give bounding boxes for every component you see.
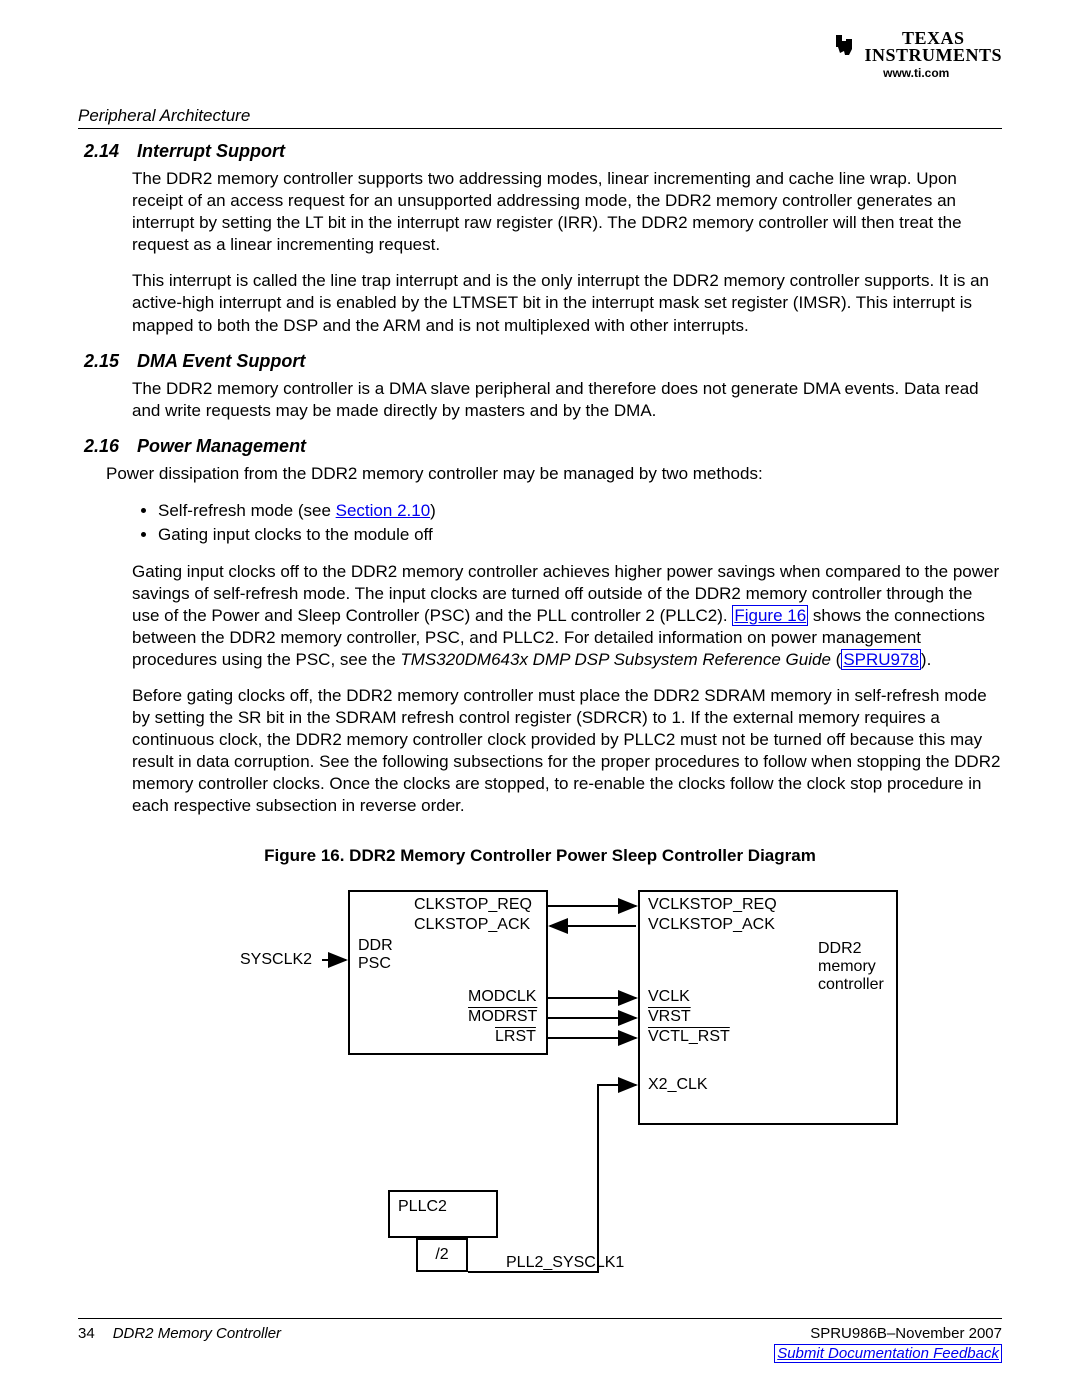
ti-star-icon: [830, 33, 860, 64]
section-title-text: DMA Event Support: [137, 351, 305, 371]
page-number: 34: [78, 1325, 95, 1363]
section-title-text: Interrupt Support: [137, 141, 285, 161]
s216-p2: Gating input clocks off to the DDR2 memo…: [132, 561, 1002, 671]
s214-p1: The DDR2 memory controller supports two …: [132, 168, 1002, 256]
section-title-text: Power Management: [137, 436, 306, 456]
link-spru978[interactable]: SPRU978: [841, 649, 921, 670]
label-ddr2-1: DDR2: [818, 940, 862, 958]
link-figure-16[interactable]: Figure 16: [732, 605, 808, 626]
p2c: (: [831, 650, 841, 669]
p2d: ).: [921, 650, 931, 669]
doc-code-date: SPRU986B–November 2007: [774, 1325, 1002, 1342]
logo-url: www.ti.com: [830, 66, 1002, 80]
label-ddr2-3: controller: [818, 976, 884, 994]
footer-rule: [78, 1318, 1002, 1319]
label-pllc2: PLLC2: [398, 1198, 447, 1216]
s216-bullets: Self-refresh mode (see Section 2.10) Gat…: [138, 499, 1002, 547]
label-pll2-sysclk1: PLL2_SYSCLK1: [506, 1254, 624, 1272]
link-section-2-10[interactable]: Section 2.10: [336, 501, 431, 520]
div2-box: /2: [416, 1238, 468, 1272]
label-vclkstop-req: VCLKSTOP_REQ: [648, 896, 777, 914]
section-2-16-title: 2.16 Power Management: [78, 436, 1002, 457]
bullet-1: Self-refresh mode (see Section 2.10): [158, 499, 1002, 523]
section-number: 2.14: [84, 141, 132, 162]
ti-logo: TEXAS INSTRUMENTS www.ti.com: [830, 30, 1002, 80]
bullet-2: Gating input clocks to the module off: [158, 523, 1002, 547]
label-lrst: LRST: [495, 1028, 536, 1046]
bullet-1b: ): [430, 501, 436, 520]
figure-16-title: Figure 16. DDR2 Memory Controller Power …: [78, 846, 1002, 866]
label-vrst: VRST: [648, 1008, 691, 1026]
figure-16-diagram: /2 SYSCLK2 DDR PSC CLKSTOP_REQ CLKSTOP_A…: [258, 880, 898, 1300]
s216-p3: Before gating clocks off, the DDR2 memor…: [132, 685, 1002, 818]
link-submit-feedback[interactable]: Submit Documentation Feedback: [774, 1344, 1002, 1363]
section-number: 2.16: [84, 436, 132, 457]
label-clkstop-req: CLKSTOP_REQ: [414, 896, 532, 914]
s215-p1: The DDR2 memory controller is a DMA slav…: [132, 378, 1002, 422]
section-number: 2.15: [84, 351, 132, 372]
div2-label: /2: [435, 1246, 448, 1263]
label-vclk: VCLK: [648, 988, 690, 1006]
logo-line2: INSTRUMENTS: [864, 47, 1002, 64]
s216-intro: Power dissipation from the DDR2 memory c…: [106, 463, 1002, 485]
label-modrst: MODRST: [468, 1008, 537, 1026]
label-vctl-rst: VCTL_RST: [648, 1028, 730, 1046]
header-rule: [78, 128, 1002, 129]
page-header: TEXAS INSTRUMENTS www.ti.com: [78, 30, 1002, 100]
label-sysclk2: SYSCLK2: [240, 951, 312, 969]
section-2-15-title: 2.15 DMA Event Support: [78, 351, 1002, 372]
label-ddr2-2: memory: [818, 958, 876, 976]
doc-title-footer: DDR2 Memory Controller: [113, 1325, 281, 1363]
label-ddr-psc-1: DDR: [358, 937, 393, 955]
bullet-1a: Self-refresh mode (see: [158, 501, 336, 520]
label-ddr-psc-2: PSC: [358, 955, 391, 973]
running-header: Peripheral Architecture: [78, 106, 1002, 126]
s214-p2: This interrupt is called the line trap i…: [132, 270, 1002, 336]
label-clkstop-ack: CLKSTOP_ACK: [414, 916, 530, 934]
page-footer: 34 DDR2 Memory Controller SPRU986B–Novem…: [78, 1318, 1002, 1363]
label-vclkstop-ack: VCLKSTOP_ACK: [648, 916, 775, 934]
label-x2-clk: X2_CLK: [648, 1076, 708, 1094]
p2ital: TMS320DM643x DMP DSP Subsystem Reference…: [400, 650, 831, 669]
section-2-14-title: 2.14 Interrupt Support: [78, 141, 1002, 162]
label-modclk: MODCLK: [468, 988, 536, 1006]
